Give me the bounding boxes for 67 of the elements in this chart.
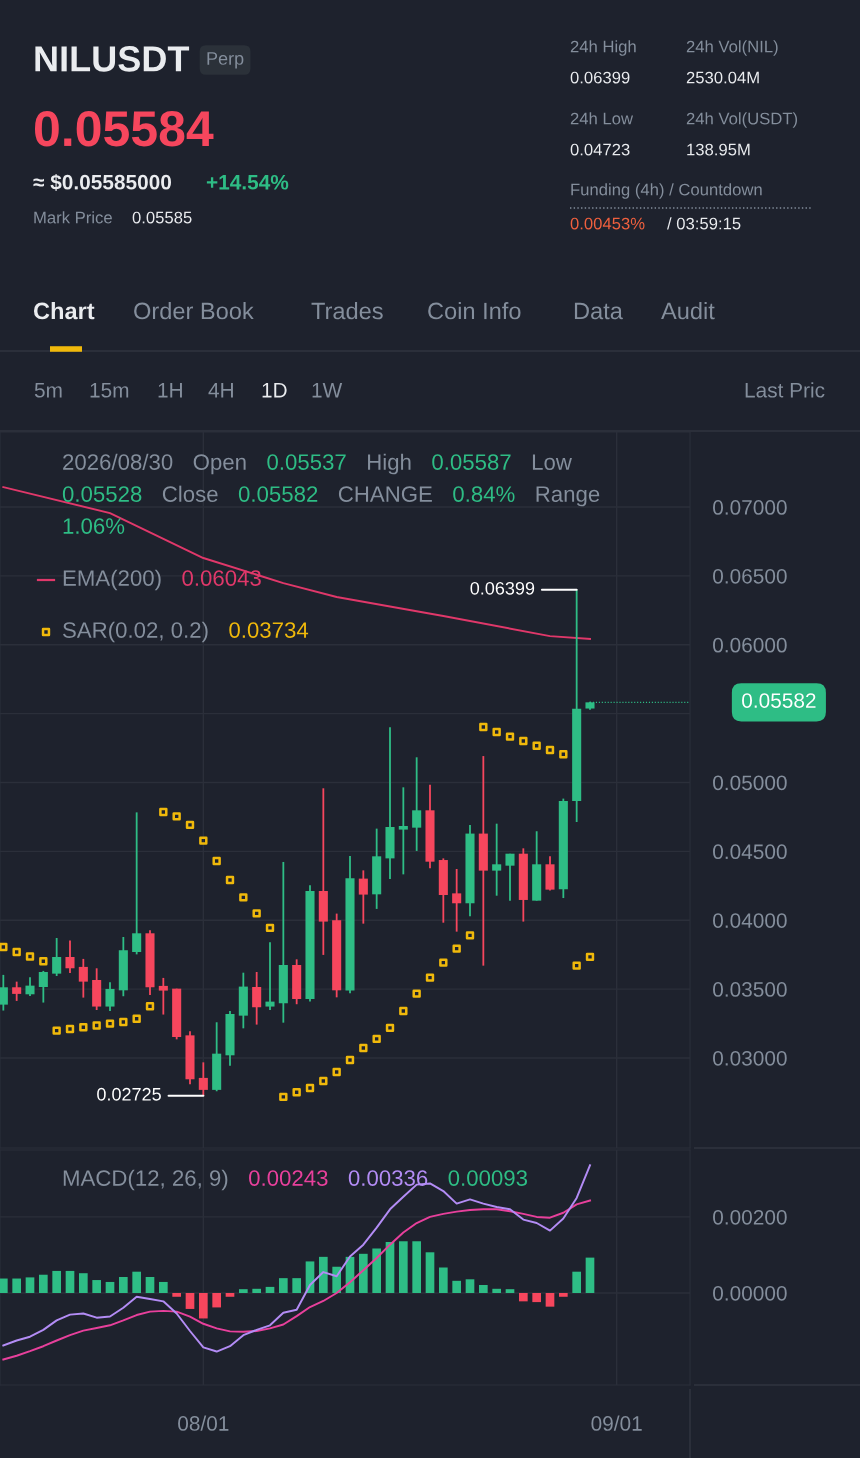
annotation: 0.84% [453,486,515,502]
y-tick-label: 0.03500 [713,982,787,997]
x-tick-label: 08/01 [178,1415,229,1431]
text: 4H [208,383,233,398]
annotation: 0.05587 [432,454,511,470]
text: 15m [90,383,129,398]
ref-line-label: 0.05582 [742,693,816,708]
y-tick-label: 0.04500 [713,844,787,860]
text: Mark Price [34,211,112,224]
text: 1W [312,383,343,398]
annotation: 2026/08/30 [63,453,173,470]
annotation: 0.05582 [238,486,318,502]
y-tick-label: 0.00200 [713,1209,787,1225]
annotation: 0.00336 [348,1170,428,1186]
text: Coin Info [428,301,521,320]
y-tick-label: 0.06500 [713,568,787,584]
annotation: Close [162,485,218,502]
y-tick-label: 0.03000 [713,1050,787,1066]
text: 24h High [570,40,636,56]
legend-label: EMA(200) [63,569,161,591]
annotation: Range [536,486,600,507]
text: NILUSDT [35,46,190,72]
text: 2530.04M [686,71,759,84]
text: Perp [207,52,244,69]
text: MACD(12, 26, 9) [63,1169,228,1191]
annotation: 0.00093 [448,1170,528,1186]
text: 0.00453% [570,217,645,230]
text: ≈ $0.05585000 [33,173,172,191]
text: 0.05584 [34,111,214,147]
y-tick-label: 0.04000 [713,913,787,928]
annotation: Low [532,454,572,470]
text: 24h Vol(USDT) [686,112,798,128]
text: +14.54% [206,174,289,190]
text: Chart [33,301,95,320]
text: Order Book [134,301,254,320]
text: 0.04723 [570,143,630,156]
annotation: Open [193,454,246,475]
y-tick-label: 0.05000 [713,775,787,791]
text: Last Pric [745,382,825,398]
text: Trades [311,301,383,320]
annotation: 0.00243 [249,1170,328,1186]
text: 0.05585 [132,211,192,224]
text: 24h Low [570,112,634,125]
annotation: 0.02725 [97,1087,161,1101]
text: 1H [158,383,182,398]
annotation: High [368,453,411,475]
text: 138.95M [687,143,750,156]
legend-label: SAR(0.02, 0.2) [63,621,208,643]
text: 0.06399 [570,71,630,84]
x-tick-label: 09/01 [591,1415,642,1431]
text: 24h Vol(NIL) [686,40,778,56]
annotation: 0.06043 [182,570,261,586]
annotation: 0.05528 [62,486,142,502]
y-tick-label: 0.07000 [713,500,787,515]
y-tick-label: 0.06000 [713,637,787,653]
text: Data [574,302,623,320]
annotation: 1.06% [63,518,125,534]
annotation: CHANGE [338,486,432,502]
text: Funding (4h) / Countdown [571,183,762,199]
text: 1D [262,383,287,398]
y-tick-label: 0.00000 [713,1285,787,1301]
text: 5m [34,383,62,398]
text: / 03:59:15 [667,217,741,230]
annotation: 0.03734 [229,622,309,638]
annotation: 0.05537 [267,454,346,470]
annotation: 0.06399 [470,581,535,595]
text: Audit [661,301,715,320]
